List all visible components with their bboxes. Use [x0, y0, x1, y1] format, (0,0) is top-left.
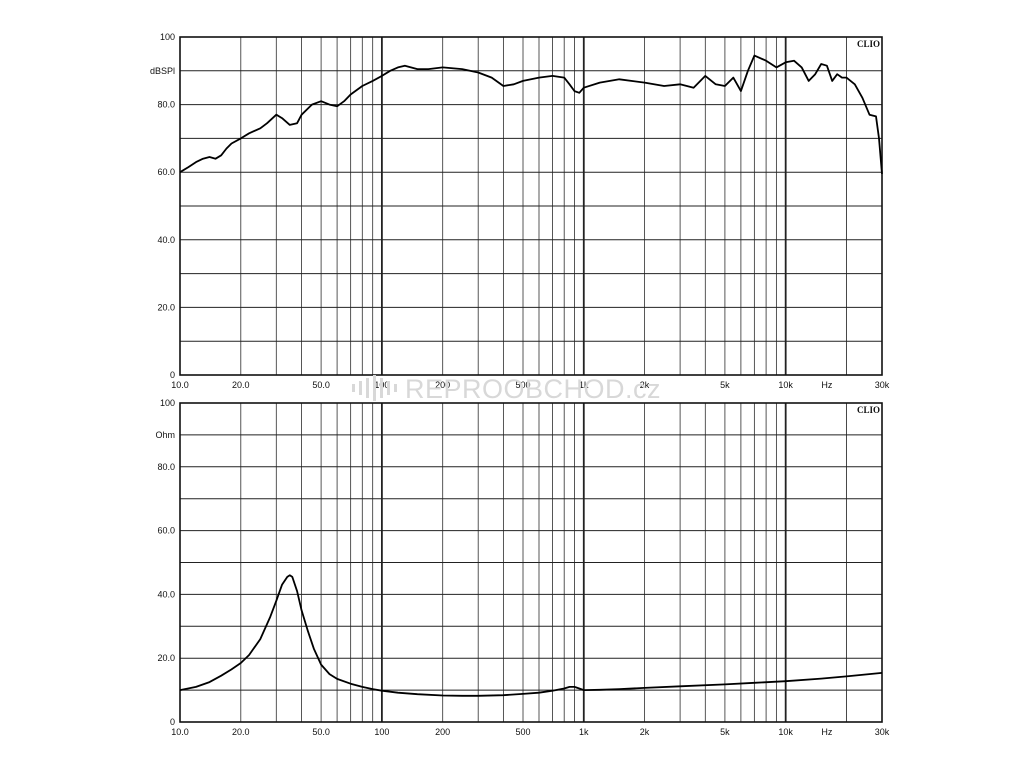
x-tick-label: 5k	[720, 727, 730, 737]
y-tick-label: 60.0	[157, 526, 175, 536]
x-tick-label: 50.0	[312, 727, 330, 737]
watermark-logo-bar	[352, 384, 355, 392]
x-tick-label: 500	[515, 727, 530, 737]
y-tick-label: 0	[170, 717, 175, 727]
y-tick-label: 100	[160, 32, 175, 42]
series-line-1	[179, 54, 883, 174]
watermark-logo-bar	[359, 381, 362, 395]
watermark-logo-bar	[366, 378, 369, 398]
brand-label: CLIO	[857, 39, 880, 49]
watermark-logo-bar	[380, 378, 383, 398]
plot-frame	[179, 402, 883, 723]
x-axis-label: Hz	[821, 727, 832, 737]
watermark-logo-bar	[373, 375, 376, 401]
x-tick-label: 5k	[720, 380, 730, 390]
y-tick-label: 20.0	[157, 653, 175, 663]
series-line-1	[179, 574, 883, 697]
brand-label: CLIO	[857, 405, 880, 415]
plot-frame	[179, 36, 883, 376]
x-tick-label: 10k	[778, 727, 793, 737]
x-tick-label: 100	[374, 727, 389, 737]
x-tick-label: 50.0	[312, 380, 330, 390]
x-tick-label: 10.0	[171, 380, 189, 390]
x-tick-label: 200	[435, 380, 450, 390]
chart-2: 100 80.0 60.0 40.0 20.0 0 Ohm 10.0 20.0 50.0 100 20…	[155, 398, 889, 737]
y-tick-label: 80.0	[157, 462, 175, 472]
y-tick-label: 60.0	[157, 167, 175, 177]
x-axis-label: Hz	[821, 380, 832, 390]
x-tick-label: 20.0	[232, 727, 250, 737]
x-tick-label: 10.0	[171, 727, 189, 737]
x-tick-label: 200	[435, 727, 450, 737]
x-tick-label: 1k	[579, 380, 589, 390]
x-tick-label: 500	[515, 380, 530, 390]
y-axis-label: dBSPl	[150, 66, 175, 76]
chart-1: 10080.060.040.020.00dBSPl10.020.050.0100…	[150, 32, 890, 390]
x-tick-label: 30k	[875, 380, 890, 390]
y-tick-label: 80.0	[157, 100, 175, 110]
y-tick-label: 20.0	[157, 302, 175, 312]
y-tick-label: 100	[160, 398, 175, 408]
x-tick-label: 30k	[875, 727, 890, 737]
x-tick-label: 10k	[778, 380, 793, 390]
x-tick-label: 2k	[640, 380, 650, 390]
y-tick-label: 40.0	[157, 589, 175, 599]
watermark-logo-bar	[387, 381, 390, 395]
x-tick-label: 20.0	[232, 380, 250, 390]
watermark-text: REPROOBCHOD.cz	[405, 374, 661, 404]
watermark: REPROOBCHOD.cz	[352, 374, 661, 404]
y-axis-label: Ohm	[155, 430, 175, 440]
y-tick-label: 40.0	[157, 235, 175, 245]
x-tick-label: 2k	[640, 727, 650, 737]
x-tick-label: 1k	[579, 727, 589, 737]
y-tick-label: 0	[170, 370, 175, 380]
watermark-logo-bar	[394, 384, 397, 392]
